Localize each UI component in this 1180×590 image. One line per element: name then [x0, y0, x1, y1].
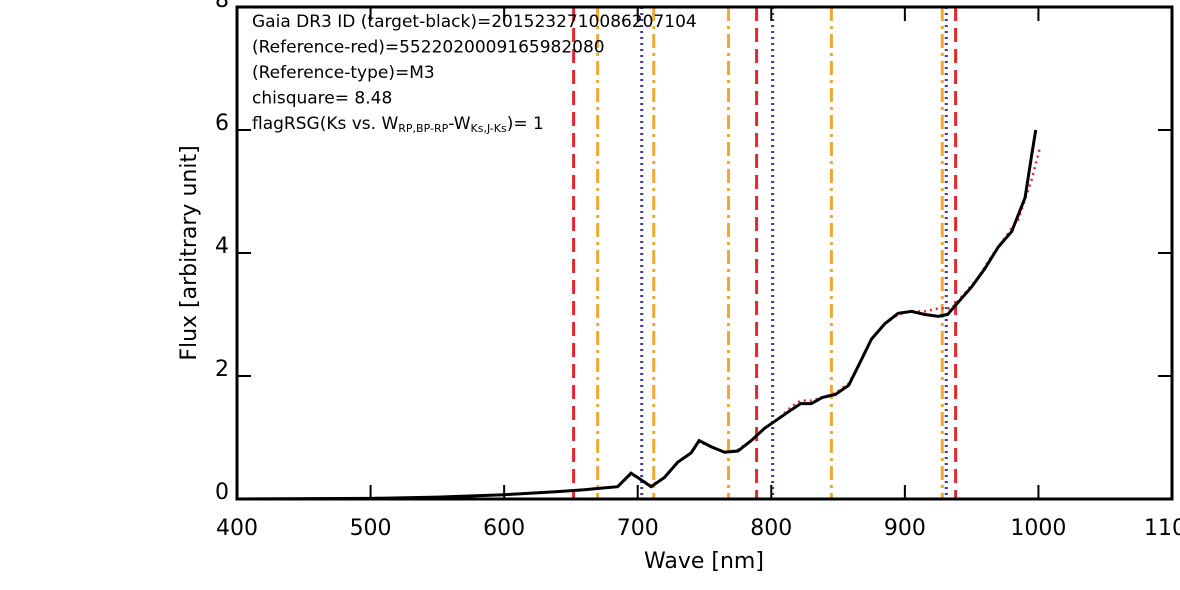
x-tick-label: 1000	[1010, 516, 1066, 541]
x-tick-label: 900	[884, 516, 926, 541]
x-tick-label: 800	[750, 516, 792, 541]
annotation: chisquare= 8.48	[252, 89, 392, 109]
annotation-part: flagRSG(Ks vs. W	[252, 114, 398, 134]
x-axis-label: Wave [nm]	[644, 549, 764, 574]
annotation: Gaia DR3 ID (target-black)=2015232710086…	[252, 12, 697, 32]
subscript: RP,BP-RP	[398, 122, 448, 135]
x-tick-label: 700	[617, 516, 659, 541]
y-tick-label: 4	[215, 234, 229, 259]
y-tick-label: 8	[215, 0, 229, 13]
flag-annotation: flagRSG(Ks vs. WRP,BP-RP-WKs,J-Ks)= 1	[252, 114, 544, 135]
spectrum-line	[236, 148, 1041, 501]
annotation-part: )= 1	[507, 114, 544, 134]
annotation: (Reference-red)=5522020009165982080	[252, 38, 605, 58]
annotation: (Reference-type)=M3	[252, 63, 435, 83]
y-axis-label: Flux [arbitrary unit]	[177, 145, 202, 360]
y-tick-label: 0	[215, 480, 229, 505]
x-tick-label: 600	[483, 516, 525, 541]
y-tick-label: 6	[215, 111, 229, 136]
spectrum-line	[236, 129, 1038, 501]
x-tick-label: 400	[216, 516, 258, 541]
y-tick-label: 2	[215, 357, 229, 382]
subscript: Ks,J-Ks	[471, 122, 507, 135]
annotation-part: -W	[448, 114, 470, 134]
x-tick-label: 500	[350, 516, 392, 541]
